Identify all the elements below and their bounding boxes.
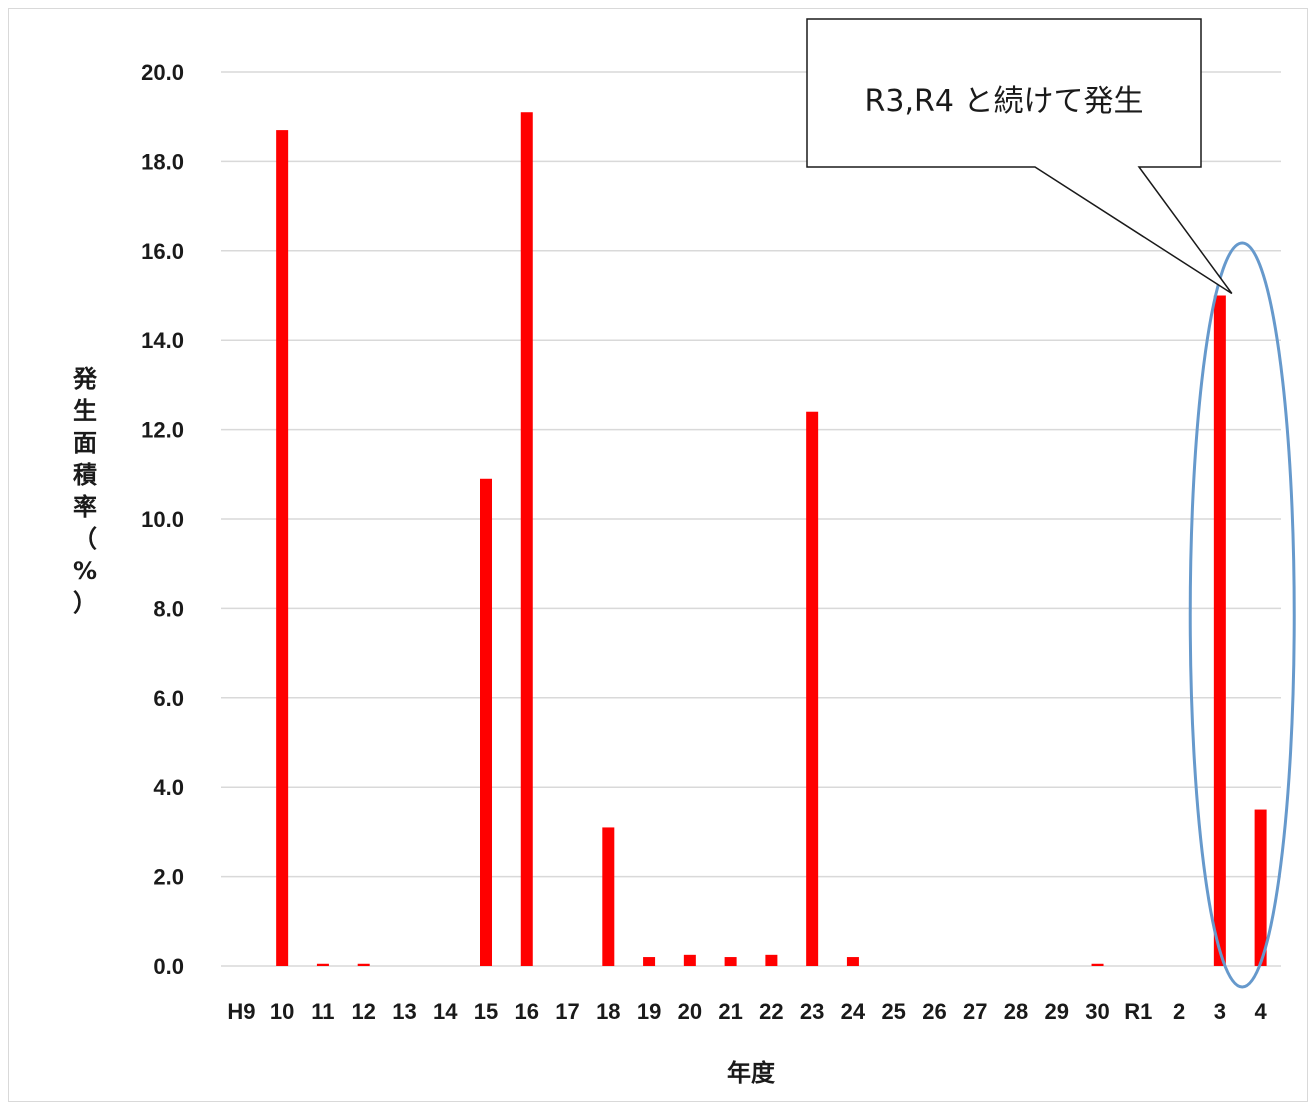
x-tick-label: 16	[515, 999, 539, 1024]
bar	[357, 963, 370, 966]
x-tick-label: 26	[922, 999, 946, 1024]
x-tick-label: 11	[311, 999, 334, 1024]
x-tick-label: 18	[596, 999, 620, 1024]
x-tick-label: 30	[1085, 999, 1109, 1024]
bar	[846, 957, 859, 966]
x-tick-label: 10	[270, 999, 294, 1024]
x-tick-label: H9	[227, 999, 255, 1024]
y-tick-label: 2.0	[153, 865, 184, 890]
bar	[276, 130, 289, 967]
y-tick-labels: 0.0 2.0 4.0 6.0 8.0 10.0 12.0 14.0 16.0 18.0 20.0	[141, 60, 184, 979]
x-tick-label: 24	[841, 999, 866, 1024]
x-tick-label: 14	[433, 999, 458, 1024]
x-tick-label: 21	[718, 999, 742, 1024]
bar	[520, 112, 533, 967]
bar	[1213, 295, 1226, 966]
y-tick-label: 18.0	[141, 149, 184, 174]
x-tick-labels: H9 10 11 12 13 14 15 16 17 18 19 20 21 22 23 24 25 26 27 28…	[227, 999, 1267, 1024]
x-tick-label: 22	[759, 999, 783, 1024]
x-tick-label: 25	[881, 999, 905, 1024]
bar	[683, 954, 696, 966]
x-tick-label: 13	[392, 999, 416, 1024]
callout-bubble	[806, 18, 1233, 295]
chart-frame: 0.0 2.0 4.0 6.0 8.0 10.0 12.0 14.0 16.0 18.0 2 0.0 …	[8, 8, 1308, 1102]
y-tick-label: 0.0	[153, 954, 184, 979]
y-tick-label: 4.0	[153, 775, 184, 800]
y-tick-label: 16.0	[141, 239, 184, 264]
bar-chart: 0.0 2.0 4.0 6.0 8.0 10.0 12.0 14.0 16.0 18.0 2 0.0 …	[72, 18, 1296, 1087]
bar	[602, 827, 615, 966]
x-tick-label: 28	[1004, 999, 1028, 1024]
callout-text: R3,R4 と続けて発生	[865, 84, 1144, 119]
y-tick-label: 12.0	[141, 418, 184, 443]
x-tick-label: 3	[1214, 999, 1226, 1024]
bar	[1091, 963, 1104, 966]
x-tick-label: 27	[963, 999, 987, 1024]
bars	[276, 112, 1267, 967]
x-tick-label: 29	[1045, 999, 1069, 1024]
y-tick-label: 10.0	[141, 507, 184, 532]
bar	[765, 954, 778, 966]
x-tick-label: 2	[1173, 999, 1185, 1024]
x-tick-label: 17	[555, 999, 579, 1024]
y-axis-title: 発生面積率（%）	[72, 365, 98, 617]
x-tick-label: R1	[1124, 999, 1152, 1024]
x-tick-label: 23	[800, 999, 824, 1024]
y-tick-label: 6.0	[153, 686, 184, 711]
y-tick-label: 20.0	[141, 60, 184, 85]
bar	[1254, 809, 1267, 966]
x-tick-label: 4	[1254, 999, 1267, 1024]
y-tick-label: 8.0	[153, 596, 184, 621]
x-tick-label: 15	[474, 999, 498, 1024]
x-tick-label: 20	[678, 999, 702, 1024]
callout: R3,R4 と続けて発生	[806, 18, 1233, 295]
highlight-ellipse	[1188, 241, 1296, 989]
y-tick-label: 14.0	[141, 328, 184, 353]
bar	[724, 957, 737, 966]
bar	[643, 957, 656, 966]
bar	[480, 478, 492, 966]
x-tick-label: 19	[637, 999, 661, 1024]
bar	[806, 411, 819, 967]
x-tick-label: 12	[351, 999, 375, 1024]
bar	[316, 963, 329, 966]
x-axis-title: 年度	[727, 1059, 776, 1087]
